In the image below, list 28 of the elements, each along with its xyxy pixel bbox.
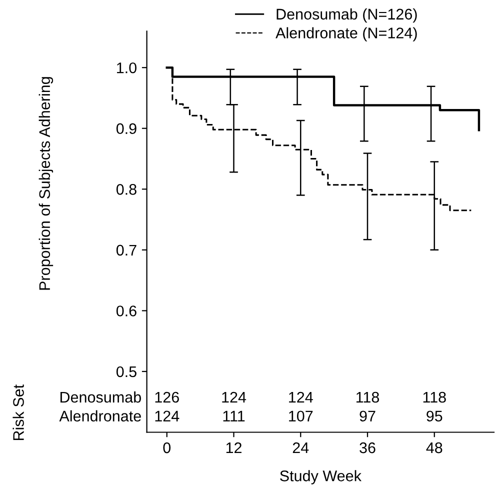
x-tick-label: 24 — [292, 442, 309, 454]
legend-label: Alendronate (N=124) — [276, 27, 417, 42]
annotation: 124 — [289, 392, 313, 403]
x-tick-label: 0 — [163, 442, 171, 454]
annotation: 124 — [155, 410, 180, 422]
y-axis-title: Proportion of Subjects Adhering — [38, 77, 54, 290]
text: Denosumab — [60, 391, 141, 403]
y-tick-label: 0.5 — [116, 366, 136, 378]
x-tick-label: 48 — [426, 442, 442, 454]
annotation: 126 — [155, 392, 179, 403]
annotation: 95 — [426, 410, 442, 422]
annotation: 118 — [423, 392, 446, 403]
annotation: 118 — [356, 392, 380, 403]
text: Alendronate — [59, 410, 141, 422]
y-tick-label: 0.8 — [116, 184, 136, 195]
x-tick-label: 12 — [226, 442, 242, 454]
annotation: 107 — [289, 410, 313, 422]
y-tick-label: 0.6 — [116, 306, 136, 316]
y-tick-label: 1.0 — [117, 62, 136, 74]
text: Risk Set — [12, 384, 24, 440]
x-axis-title: Study Week — [280, 470, 362, 484]
annotation: 124 — [222, 392, 246, 403]
annotation: 111 — [223, 410, 245, 422]
y-tick-label: 0.7 — [116, 244, 136, 256]
annotation: 97 — [360, 410, 376, 422]
y-tick-label: 0.9 — [116, 123, 136, 134]
x-tick-label: 36 — [360, 442, 376, 454]
legend-label: Denosumab (N=126) — [276, 8, 417, 23]
